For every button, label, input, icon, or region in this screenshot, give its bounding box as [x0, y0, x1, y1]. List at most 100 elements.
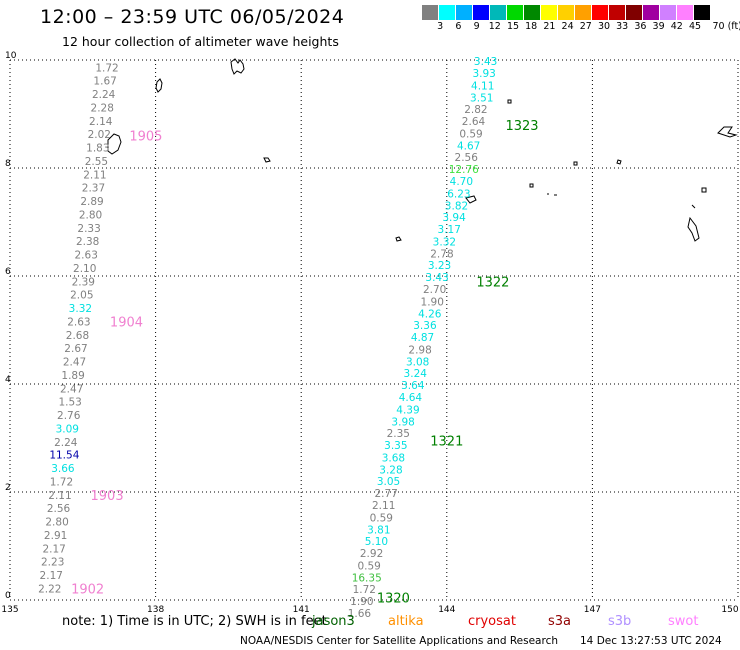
- wave-height-value: 1.90: [350, 596, 373, 608]
- colorbar-swatch: [626, 5, 643, 20]
- wave-height-value: 2.67: [64, 343, 87, 355]
- wave-height-value: 2.17: [40, 570, 63, 582]
- y-tick-label: 6: [5, 267, 11, 277]
- wave-height-value: 2.05: [70, 289, 93, 301]
- land-outline: [465, 195, 477, 204]
- wave-height-value: 1.72: [353, 584, 376, 596]
- wave-height-value: 3.64: [401, 380, 425, 392]
- wave-height-value: 2.17: [42, 544, 65, 556]
- land-outline: [547, 193, 557, 196]
- colorbar-swatch: [575, 5, 592, 20]
- wave-height-value: 3.94: [442, 212, 466, 224]
- wave-height-value: 3.28: [379, 464, 402, 476]
- wave-height-value: 2.39: [72, 276, 95, 288]
- y-tick-label: 2: [5, 483, 11, 493]
- colorbar-label: 9: [473, 21, 480, 32]
- x-tick-label: 150: [721, 605, 738, 615]
- satellite-legend-cryosat: cryosat: [468, 614, 516, 629]
- wave-height-value: 3.66: [51, 463, 75, 475]
- colorbar-label: 30: [597, 21, 611, 32]
- x-tick-label: 138: [147, 605, 164, 615]
- land-outline: [107, 133, 122, 155]
- colorbar-label: 6: [455, 21, 462, 32]
- wave-height-value: 3.32: [69, 303, 92, 315]
- wave-height-value: 3.43: [425, 272, 448, 284]
- wave-height-value: 2.80: [79, 209, 102, 221]
- colorbar-label: 45: [688, 21, 702, 32]
- map-subtitle: 12 hour collection of altimeter wave hei…: [62, 34, 339, 49]
- wave-height-value: 2.24: [54, 437, 78, 449]
- wave-height-value: 4.67: [457, 140, 480, 152]
- land-outline: [507, 99, 512, 104]
- colorbar-label: 27: [579, 21, 592, 32]
- wave-height-value: 2.82: [464, 104, 487, 116]
- colorbar-swatch: [677, 5, 694, 20]
- x-tick-label: 135: [1, 605, 18, 615]
- pass-time-label: 1903: [91, 489, 124, 504]
- wave-height-value: 4.39: [396, 404, 419, 416]
- pass-time-label: 1902: [71, 583, 104, 598]
- wave-height-value: 2.76: [57, 410, 81, 422]
- colorbar-swatch: [422, 5, 439, 20]
- colorbar-swatch: [609, 5, 626, 20]
- wave-height-value: 2.23: [41, 557, 64, 569]
- wave-height-value: 3.82: [445, 200, 468, 212]
- wave-height-value: 3.81: [367, 524, 390, 536]
- colorbar-label: 21: [543, 21, 556, 32]
- wave-height-value: 2.56: [47, 503, 71, 515]
- land-outline: [529, 183, 534, 188]
- wave-height-value: 2.22: [38, 584, 61, 596]
- colorbar-label: 18: [525, 21, 538, 32]
- wave-height-value: 2.14: [89, 116, 113, 128]
- wave-height-value: 4.87: [411, 332, 434, 344]
- wave-height-value: 4.70: [450, 176, 473, 188]
- wave-height-value: 2.11: [372, 500, 395, 512]
- pass-time-label: 1323: [505, 119, 538, 134]
- pass-time-label: 1905: [129, 130, 162, 145]
- satellite-legend-altika: altika: [388, 614, 424, 629]
- x-tick-label: 141: [293, 605, 310, 615]
- land-outline: [573, 161, 578, 166]
- wave-height-value: 0.59: [370, 512, 393, 524]
- grid-lines: [9, 59, 739, 601]
- colorbar-swatch: [694, 5, 711, 20]
- x-tick-label: 147: [584, 605, 601, 615]
- wave-height-value: 3.43: [474, 56, 497, 68]
- wave-height-value: 2.11: [83, 169, 106, 181]
- wave-height-value: 2.80: [45, 517, 68, 529]
- satellite-legend-swot: swot: [668, 614, 699, 629]
- wave-height-value: 2.33: [77, 223, 100, 235]
- land-outline: [687, 204, 700, 242]
- wave-height-value: 1.83: [86, 142, 109, 154]
- satellite-legend-s3a: s3a: [548, 614, 572, 629]
- land-outline: [155, 78, 163, 93]
- pass-time-label: 1320: [377, 591, 410, 606]
- satellite-legend-jason3: jason3: [312, 614, 355, 629]
- wave-height-value: 3.05: [377, 476, 400, 488]
- colorbar-label: 15: [506, 21, 520, 32]
- wave-height-value: 11.54: [49, 450, 79, 462]
- land-outline: [395, 236, 402, 242]
- wave-height-value: 2.24: [92, 89, 116, 101]
- wave-height-value: 2.56: [455, 152, 479, 164]
- y-tick-label: 10: [5, 51, 17, 61]
- wave-height-value: 1.53: [58, 396, 81, 408]
- pass-time-label: 1322: [476, 275, 509, 290]
- wave-height-value: 3.98: [391, 416, 414, 428]
- colorbar-swatch: [490, 5, 507, 20]
- wave-height-value: 2.38: [76, 236, 99, 248]
- wave-height-value: 3.09: [56, 423, 79, 435]
- axis-tick-labels: 135 138 141 144 147 150 0 2 4 6 8 10: [1, 51, 738, 615]
- wave-height-value: 3.17: [438, 224, 461, 236]
- colorbar-swatch: [456, 5, 473, 20]
- wave-height-value: 6.23: [447, 188, 470, 200]
- wave-height-value: 2.11: [48, 490, 71, 502]
- colorbar-swatch: [643, 5, 660, 20]
- colorbar-label: 24: [561, 21, 574, 32]
- wave-height-value: 2.47: [60, 383, 83, 395]
- wave-height-value: 1.72: [95, 63, 118, 75]
- wave-height-value: 4.64: [399, 392, 423, 404]
- y-tick-label: 8: [5, 159, 11, 169]
- pass-time-label: 1321: [430, 435, 463, 450]
